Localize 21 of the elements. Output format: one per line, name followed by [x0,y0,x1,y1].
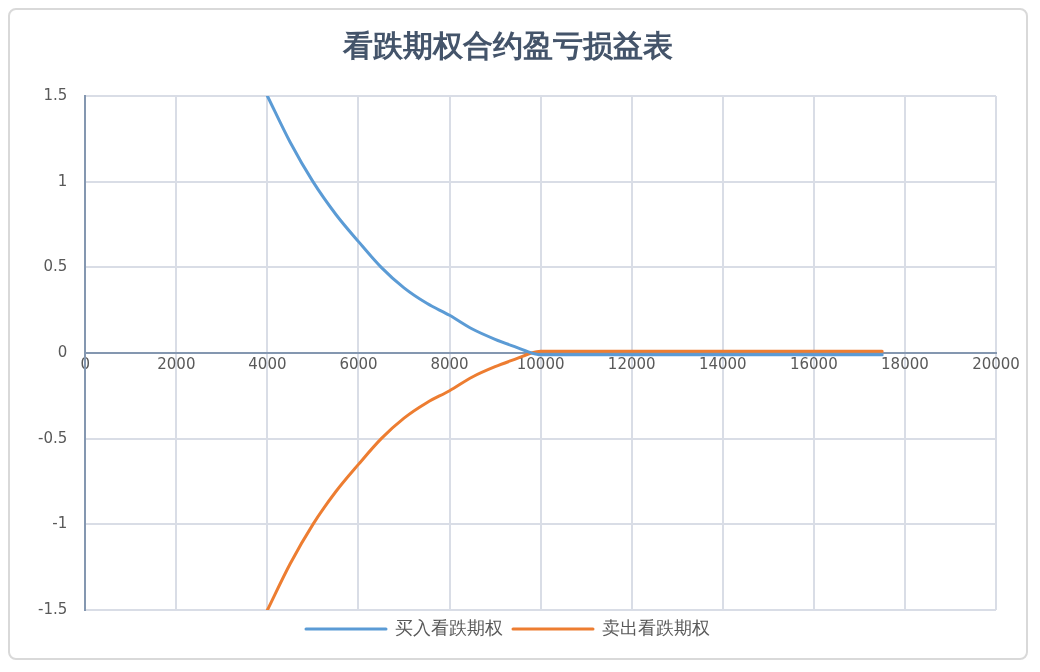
y-tick-label: 0 [57,342,68,361]
x-tick-label: 12000 [607,354,656,373]
chart-title: 看跌期权合约盈亏损益表 [342,27,673,63]
x-tick-label: 6000 [339,354,378,373]
x-tick-label: 18000 [881,354,929,373]
x-tick-label: 14000 [698,354,747,373]
line-series [265,96,884,357]
x-tick-label: 20000 [972,354,1020,373]
x-tick-label: 10000 [516,354,565,373]
x-tick-label: 16000 [789,354,838,373]
y-tick-label: -0.5 [37,428,68,447]
x-tick-label: 4000 [248,354,287,373]
y-tick-label: -1.5 [37,599,68,618]
y-tick-label: 1.5 [43,85,68,104]
y-tick-label: 0.5 [43,257,68,276]
y-tick-label: 1 [57,171,68,190]
x-tick-label: 2000 [157,354,196,373]
legend-label: 买入看跌期权 [395,616,503,638]
legend-label: 卖出看跌期权 [602,616,710,638]
y-tick-label: -1 [52,514,68,533]
x-tick-label: 8000 [430,354,469,373]
